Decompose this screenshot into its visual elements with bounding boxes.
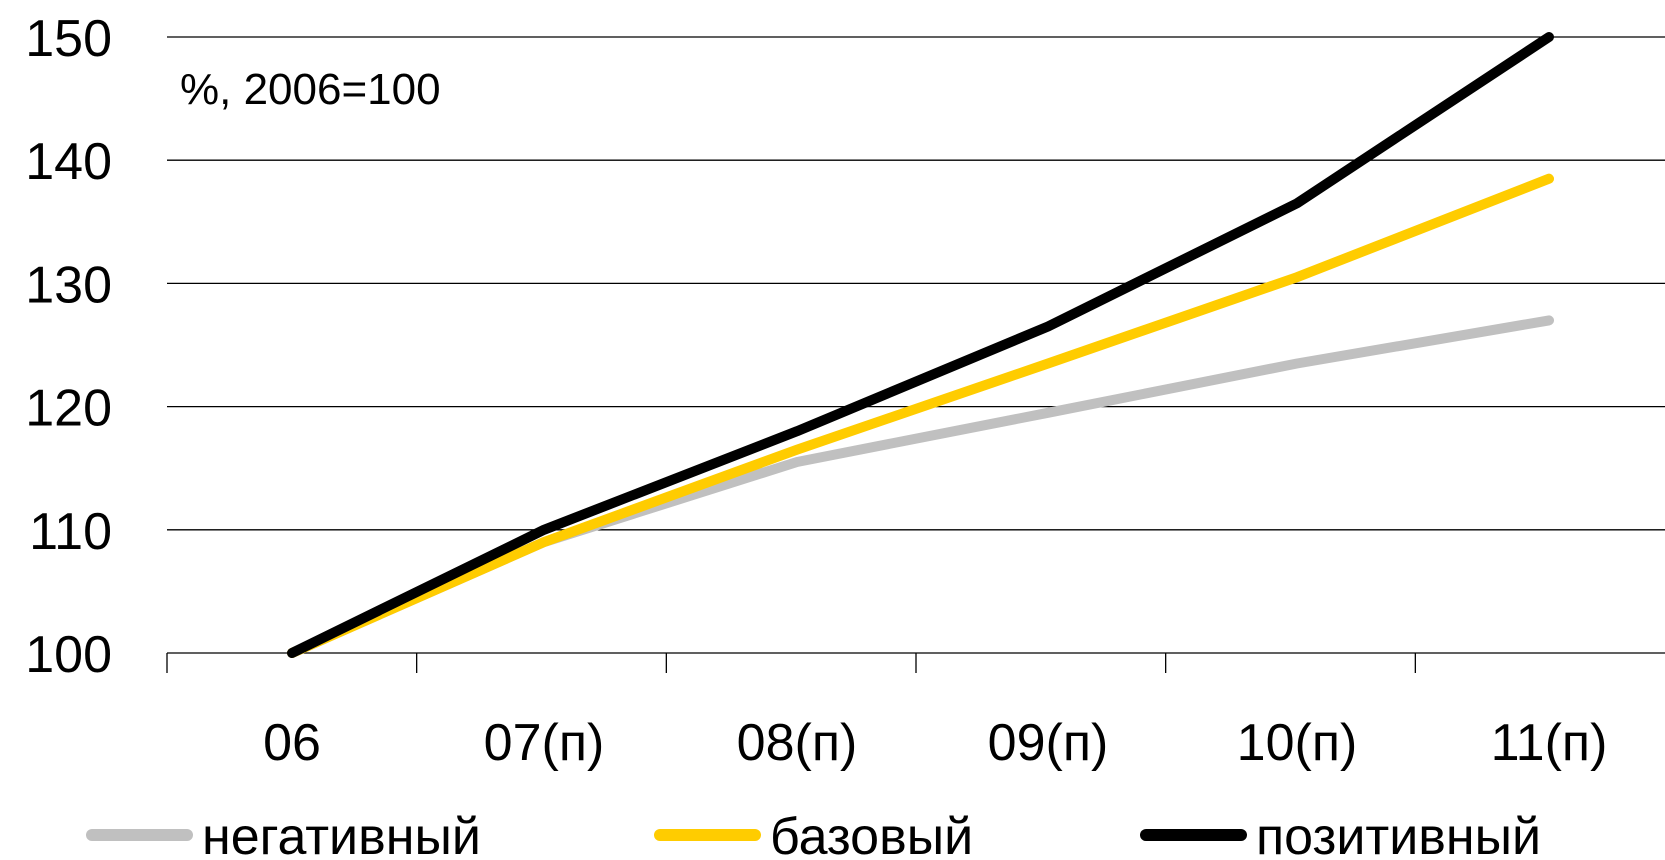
legend-label: негативный (202, 808, 481, 860)
x-tick-label: 07(п) (484, 714, 605, 772)
y-tick-label: 100 (25, 626, 112, 684)
gridlines (167, 36, 1665, 654)
y-tick-label: 150 (25, 10, 112, 68)
series-line-2 (287, 173, 1554, 658)
x-tick-label: 09(п) (988, 714, 1109, 772)
series-line-1 (287, 315, 1554, 658)
y-tick-label: 120 (25, 380, 112, 438)
y-tick-label: 130 (25, 256, 112, 314)
unit-annotation: %, 2006=100 (180, 65, 441, 114)
y-tick-label: 140 (25, 133, 112, 191)
x-tick-label: 11(п) (1491, 714, 1608, 772)
y-axis-tick-labels: 100 110 120 130 140 150 (25, 10, 112, 684)
legend: негативный базовый позитивный (86, 808, 1541, 860)
x-tick-label: 06 (263, 714, 321, 772)
legend-label: позитивный (1256, 808, 1541, 860)
x-tick-label: 10(п) (1237, 714, 1358, 772)
series-line-3 (287, 32, 1554, 658)
legend-label: базовый (770, 808, 973, 860)
x-axis-tick-labels: 06 07(п) 08(п) 09(п) 10(п) 11(п) (263, 714, 1607, 772)
series-lines (287, 32, 1554, 658)
x-tick-label: 08(п) (737, 714, 858, 772)
x-axis (166, 653, 1416, 673)
y-tick-label: 110 (29, 503, 112, 561)
